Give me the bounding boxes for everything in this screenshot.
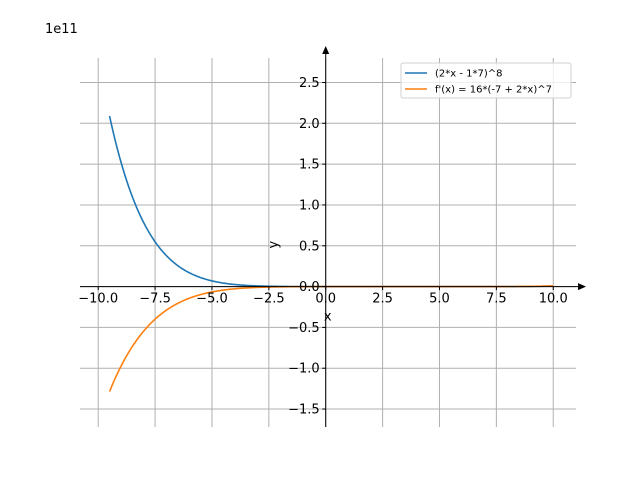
y-axis-label: y xyxy=(267,240,282,248)
x-tick-label: 2.5 xyxy=(372,292,393,307)
y-tick-label: 0.5 xyxy=(299,239,320,254)
y-tick-label: 2.5 xyxy=(299,76,320,91)
x-tick-label: −2.5 xyxy=(253,292,285,307)
x-axis-label: x xyxy=(324,310,332,325)
legend-label-1: (2*x - 1*7)^8 xyxy=(435,69,503,80)
y-offset-text: 1e11 xyxy=(45,22,78,37)
axes xyxy=(80,46,586,427)
x-axis-arrow xyxy=(578,283,586,291)
x-tick-label: 0.0 xyxy=(315,292,336,307)
legend: (2*x - 1*7)^8 f'(x) = 16*(-7 + 2*x)^7 xyxy=(400,62,572,99)
y-tick-label: 1.0 xyxy=(299,198,320,213)
x-tick-label: 5.0 xyxy=(429,292,450,307)
grid xyxy=(80,58,576,427)
x-tick-label: −10.0 xyxy=(78,292,118,307)
series-line-1 xyxy=(108,115,554,288)
x-tick-label: 7.5 xyxy=(486,292,507,307)
y-tick-label: 0.0 xyxy=(299,280,320,295)
x-tick-label: −7.5 xyxy=(139,292,171,307)
series-lines xyxy=(108,115,554,392)
y-tick-label: 2.0 xyxy=(299,117,320,132)
legend-frame xyxy=(400,62,572,99)
x-tick-label: 10.0 xyxy=(539,292,568,307)
y-axis-arrow xyxy=(322,46,330,54)
y-tick-label: −1.5 xyxy=(288,403,320,418)
y-tick-label: −1.0 xyxy=(288,362,320,377)
tick-labels: −10.0 −7.5 −5.0 −2.5 0.0 2.5 5.0 7.5 10.0 −1.5 −1.… xyxy=(78,76,567,418)
y-tick-label: 1.5 xyxy=(299,158,320,173)
x-tick-label: −5.0 xyxy=(196,292,228,307)
y-tick-label: −0.5 xyxy=(288,321,320,336)
legend-label-2: f'(x) = 16*(-7 + 2*x)^7 xyxy=(435,85,552,96)
